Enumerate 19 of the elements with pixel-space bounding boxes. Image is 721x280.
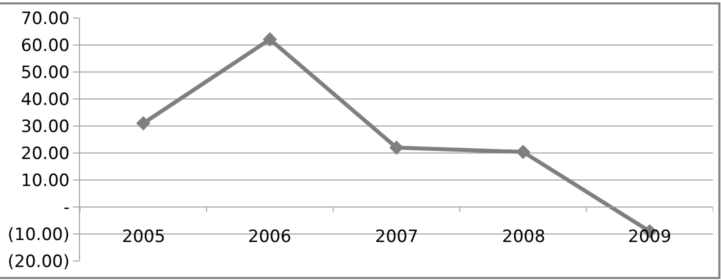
- y-tick-label: 10.00: [20, 170, 70, 191]
- point: [516, 144, 530, 160]
- y-tick-label: 60.00: [20, 36, 70, 56]
- y-tick-label: 50.00: [20, 62, 70, 83]
- y-tick-label: (10.00): [8, 224, 70, 245]
- y-tick-label: -: [63, 198, 70, 218]
- y-tick-label: 30.00: [20, 116, 70, 137]
- x-tick-label: 2006: [248, 227, 292, 247]
- y-tick-label: (20.00): [8, 252, 70, 272]
- x-tick-label: 2007: [375, 227, 418, 247]
- y-tick-label: 70.00: [20, 8, 70, 29]
- x-tick-label: 2009: [628, 227, 672, 247]
- y-tick-label: 40.00: [20, 90, 70, 110]
- x-tick-label: 2005: [122, 227, 166, 247]
- x-tick-label: 2008: [502, 227, 546, 247]
- point: [262, 32, 278, 46]
- point: [136, 116, 150, 130]
- point: [389, 140, 404, 155]
- y-tick-label: 20.00: [20, 144, 70, 164]
